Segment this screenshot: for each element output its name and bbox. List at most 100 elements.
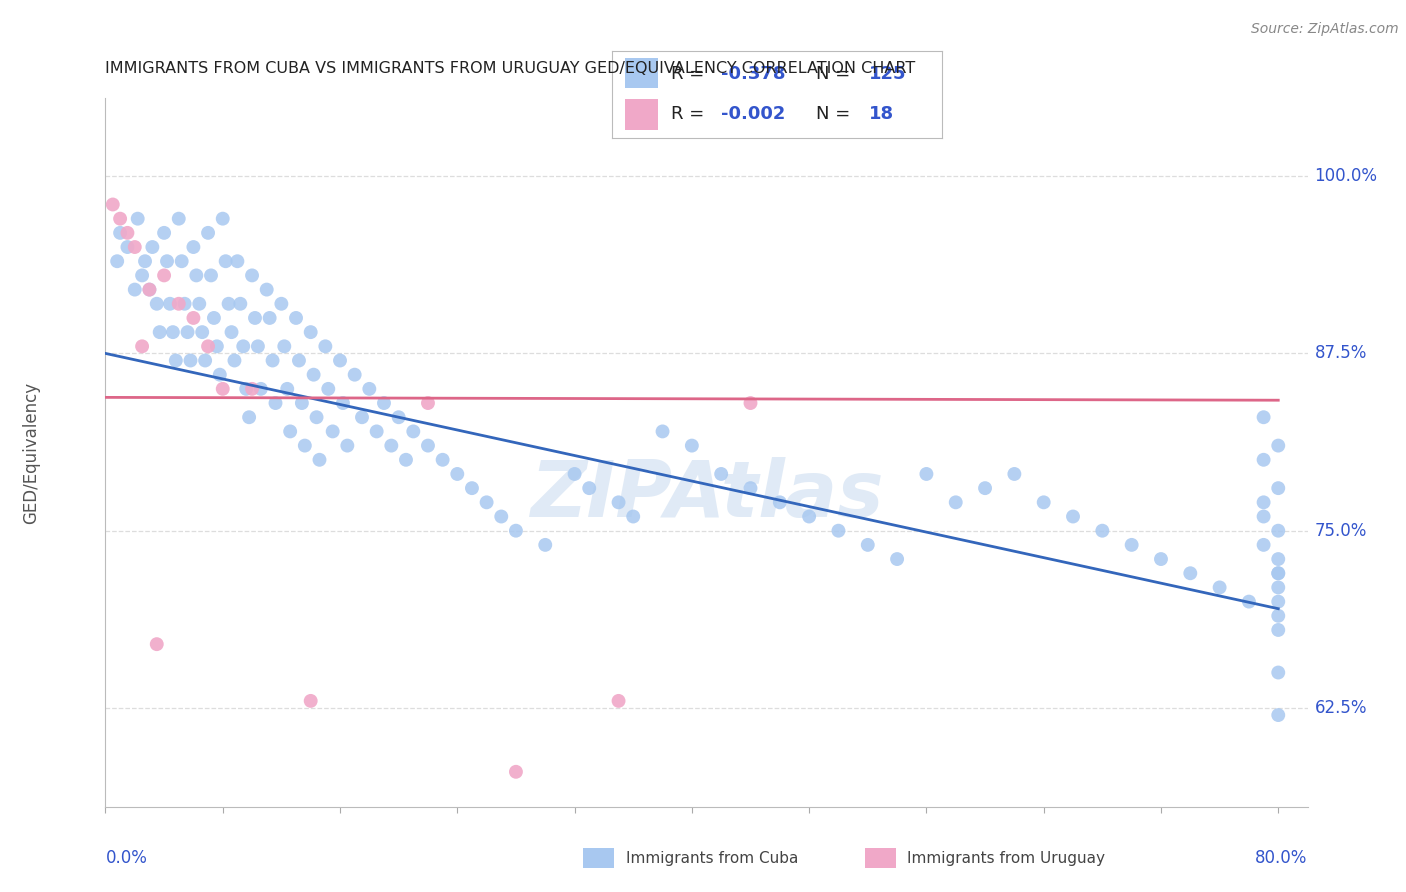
Point [117, 226, 139, 240]
Point [432, 452, 454, 467]
Text: GED/Equivalency: GED/Equivalency [22, 382, 39, 524]
Point [240, 382, 263, 396]
Point [710, 467, 733, 481]
Point [651, 425, 673, 439]
Point [475, 495, 498, 509]
Point [1208, 581, 1230, 595]
Point [322, 425, 344, 439]
Point [131, 339, 153, 353]
Point [446, 467, 468, 481]
Bar [624, 99, 658, 129]
Point [373, 396, 395, 410]
Point [305, 410, 328, 425]
Text: 80.0%: 80.0% [1256, 849, 1308, 867]
Point [108, 226, 131, 240]
Point [621, 509, 644, 524]
Point [186, 268, 208, 283]
Text: 100.0%: 100.0% [1315, 167, 1378, 186]
Point [343, 368, 366, 382]
Point [769, 495, 792, 509]
Point [1267, 623, 1289, 637]
Point [179, 353, 201, 368]
Point [1267, 524, 1289, 538]
Point [153, 268, 176, 283]
Point [945, 495, 967, 509]
Text: IMMIGRANTS FROM CUBA VS IMMIGRANTS FROM URUGUAY GED/EQUIVALENCY CORRELATION CHAR: IMMIGRANTS FROM CUBA VS IMMIGRANTS FROM … [105, 61, 915, 76]
Point [359, 382, 381, 396]
Point [238, 410, 260, 425]
Text: N =: N = [817, 104, 851, 123]
Point [232, 339, 254, 353]
Point [1267, 581, 1289, 595]
Point [197, 339, 219, 353]
Point [240, 268, 263, 283]
Point [1267, 552, 1289, 566]
Point [294, 439, 316, 453]
Point [105, 254, 128, 268]
Point [534, 538, 557, 552]
Point [108, 211, 131, 226]
Point [183, 240, 205, 254]
Point [197, 226, 219, 240]
Point [191, 325, 214, 339]
Point [1253, 452, 1275, 467]
Point [156, 254, 179, 268]
Point [856, 538, 879, 552]
Point [1267, 566, 1289, 581]
Point [316, 382, 339, 396]
Point [131, 268, 153, 283]
Point [276, 382, 298, 396]
Bar [624, 58, 658, 88]
Point [188, 297, 211, 311]
Point [402, 425, 425, 439]
Point [915, 467, 938, 481]
Point [205, 339, 228, 353]
Point [200, 268, 222, 283]
Point [681, 439, 703, 453]
Text: Immigrants from Cuba: Immigrants from Cuba [626, 851, 799, 865]
Point [211, 211, 233, 226]
Point [1150, 552, 1173, 566]
Text: 0.0%: 0.0% [105, 849, 148, 867]
Point [1267, 481, 1289, 495]
Point [505, 524, 527, 538]
Point [224, 353, 246, 368]
Point [273, 339, 295, 353]
Point [416, 439, 439, 453]
Point [262, 353, 284, 368]
Point [124, 283, 146, 297]
Text: R =: R = [671, 104, 704, 123]
Point [145, 297, 167, 311]
Point [229, 297, 252, 311]
Point [1267, 608, 1289, 623]
Text: 75.0%: 75.0% [1315, 522, 1367, 540]
Point [176, 325, 198, 339]
Point [291, 396, 314, 410]
Point [1253, 495, 1275, 509]
Point [138, 283, 160, 297]
Point [149, 325, 172, 339]
Point [141, 240, 163, 254]
Point [827, 524, 849, 538]
Text: 62.5%: 62.5% [1315, 699, 1367, 717]
Point [564, 467, 586, 481]
Point [138, 283, 160, 297]
Text: 125: 125 [869, 64, 907, 83]
Point [314, 339, 336, 353]
Point [259, 310, 281, 325]
Text: -0.378: -0.378 [721, 64, 785, 83]
Point [1237, 594, 1260, 608]
Point [1253, 509, 1275, 524]
Point [366, 425, 388, 439]
Point [332, 396, 354, 410]
Point [124, 240, 146, 254]
Point [218, 297, 240, 311]
Point [607, 694, 630, 708]
Point [170, 254, 193, 268]
Point [491, 509, 513, 524]
Point [243, 310, 266, 325]
Point [299, 325, 322, 339]
Point [183, 310, 205, 325]
Point [226, 254, 249, 268]
Point [1032, 495, 1054, 509]
